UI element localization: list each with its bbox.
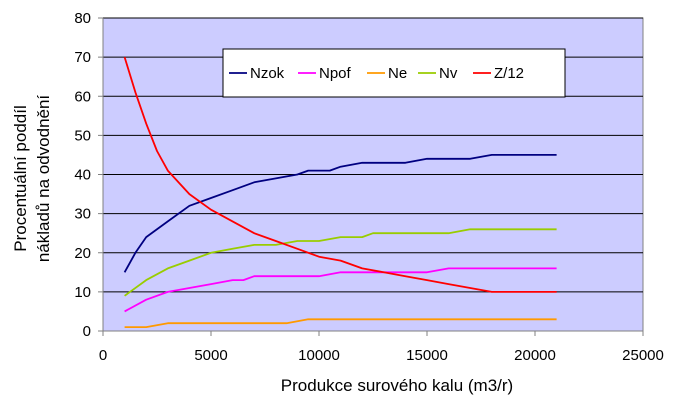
- y-tick-labels: 0 10 20 30 40 50 60 70 80: [74, 10, 91, 340]
- y-axis-title-line: Procentuální poddíl: [11, 105, 30, 252]
- series-line-z-12: [123, 56, 557, 293]
- x-tick-label: 25000: [622, 347, 664, 364]
- y-tick-label: 70: [74, 49, 91, 66]
- y-tick-label: 30: [74, 206, 91, 223]
- legend-label: Npof: [319, 65, 352, 82]
- y-tick-label: 40: [74, 167, 91, 184]
- series-line-npof: [124, 267, 557, 313]
- y-tick-label: 50: [74, 127, 91, 144]
- series-line-nv: [124, 228, 557, 297]
- y-tick-label: 80: [74, 10, 91, 27]
- x-tick-label: 10000: [298, 347, 340, 364]
- data-series: [123, 56, 557, 328]
- x-tick-label: 15000: [406, 347, 448, 364]
- y-axis-title: Procentuální poddíl nákladů na odvodnění: [11, 95, 53, 263]
- x-tick-label: 20000: [514, 347, 556, 364]
- x-tick-labels: 0 5000 10000 15000 20000 25000: [99, 347, 664, 364]
- legend-label: Ne: [388, 65, 407, 82]
- series-line-ne: [124, 318, 557, 328]
- legend-label: Nv: [439, 65, 458, 82]
- x-tick-label: 5000: [194, 347, 227, 364]
- series-line-nzok: [123, 154, 557, 273]
- y-axis-title-line: nákladů na odvodnění: [34, 95, 53, 263]
- y-tick-label: 0: [83, 323, 91, 340]
- x-tick-label: 0: [99, 347, 107, 364]
- x-axis-title: Produkce surového kalu (m3/r): [281, 376, 513, 395]
- axes: [98, 17, 644, 336]
- legend-label: Nzok: [250, 65, 285, 82]
- legend: Nzok Npof Ne Nv Z/12: [222, 48, 566, 98]
- y-tick-label: 10: [74, 284, 91, 301]
- legend-label: Z/12: [494, 65, 524, 82]
- legend-box: [222, 48, 566, 98]
- y-tick-label: 20: [74, 245, 91, 262]
- y-tick-label: 60: [74, 88, 91, 105]
